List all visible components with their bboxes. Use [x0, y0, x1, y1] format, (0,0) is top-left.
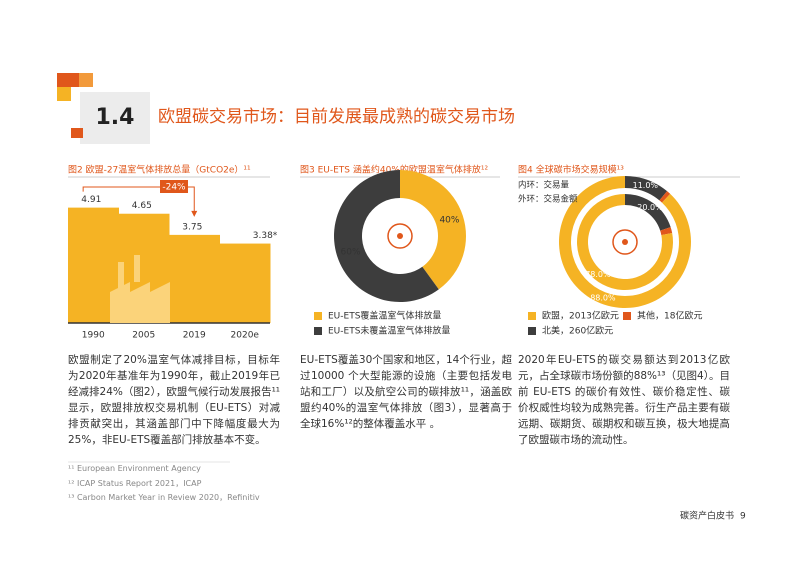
x-tick-label: 2019 [183, 331, 206, 341]
footnote: ¹³ Carbon Market Year in Review 2020，Ref… [68, 493, 260, 502]
legend-label: EU-ETS未覆盖温室气体排放量 [328, 325, 450, 337]
slice [400, 169, 467, 290]
annotation: -24% [162, 183, 186, 193]
value-label: 11.0% [633, 181, 659, 190]
x-tick-label: 2005 [132, 331, 155, 341]
center-icon [612, 229, 638, 255]
center-icon [397, 233, 403, 239]
deco [57, 73, 79, 87]
page-title: 欧盟碳交易市场：目前发展最成熟的碳交易市场 [158, 106, 515, 127]
legend-swatch [314, 327, 322, 335]
legend-label: 其他，18亿欧元 [637, 310, 702, 322]
value-label: 4.91 [81, 195, 101, 205]
value-label: 4.65 [132, 201, 152, 211]
legend-swatch [314, 312, 322, 320]
value-label: 60% [341, 248, 361, 258]
ring-label: 外环：交易金额 [518, 194, 578, 205]
value-label: 3.38* [253, 231, 278, 241]
slice [625, 194, 671, 231]
annotation-arrow [82, 186, 195, 215]
slice [625, 176, 668, 201]
annotation-box [160, 180, 188, 193]
value-label: 78.0% [585, 270, 611, 279]
legend-label: 北美，260亿欧元 [542, 325, 613, 337]
chart-title: 图2 欧盟-27温室气体排放总量（GtCO2e）¹¹ [68, 164, 251, 176]
legend-swatch [623, 312, 631, 320]
footnote: ¹¹ European Environment Agency [68, 464, 201, 473]
chart-title: 图4 全球碳市场交易规模¹³ [518, 164, 624, 176]
value-label: 88.0% [590, 293, 616, 302]
page-number: 9 [740, 512, 746, 522]
footer-title: 碳资产白皮书 [680, 510, 734, 522]
slice [334, 170, 439, 303]
chart-title: 图3 EU-ETS 涵盖约40%的欧盟温室气体排放¹² [300, 164, 488, 176]
slice [660, 227, 673, 236]
paragraph: EU-ETS覆盖30个国家和地区，14个行业，超过10000 个大型能源的设施（… [300, 354, 512, 430]
value-label: 3.75 [182, 222, 202, 232]
deco [71, 128, 83, 138]
deco [79, 73, 93, 87]
center-icon [622, 239, 628, 245]
x-tick-label: 1990 [82, 331, 105, 341]
paragraph: 欧盟制定了20%温室气体减排目标，目标年为2020年基准年为1990年，截止20… [68, 354, 280, 446]
section-number: 1.4 [96, 105, 135, 130]
ring-label: 内环：交易量 [518, 180, 570, 191]
value-label: 40% [439, 215, 459, 225]
legend-label: 欧盟，2013亿欧元 [542, 310, 619, 322]
value-label: 20.0% [637, 203, 663, 212]
paragraph: 2020年EU-ETS的碳交易额达到2013亿欧元，占全球碳市场份额的88%¹³… [518, 354, 730, 446]
legend-swatch [528, 312, 536, 320]
arrow-head [191, 210, 198, 217]
x-tick-label: 2020e [231, 331, 260, 341]
section-box [80, 92, 150, 144]
deco [57, 87, 71, 101]
legend-label: EU-ETS覆盖温室气体排放量 [328, 310, 441, 322]
bar [219, 243, 271, 323]
slice [659, 191, 671, 203]
center-icon [387, 223, 413, 249]
footnote: ¹² ICAP Status Report 2021，ICAP [68, 479, 202, 488]
factory-icon [110, 255, 170, 323]
legend-swatch [528, 327, 536, 335]
bar [169, 234, 220, 323]
